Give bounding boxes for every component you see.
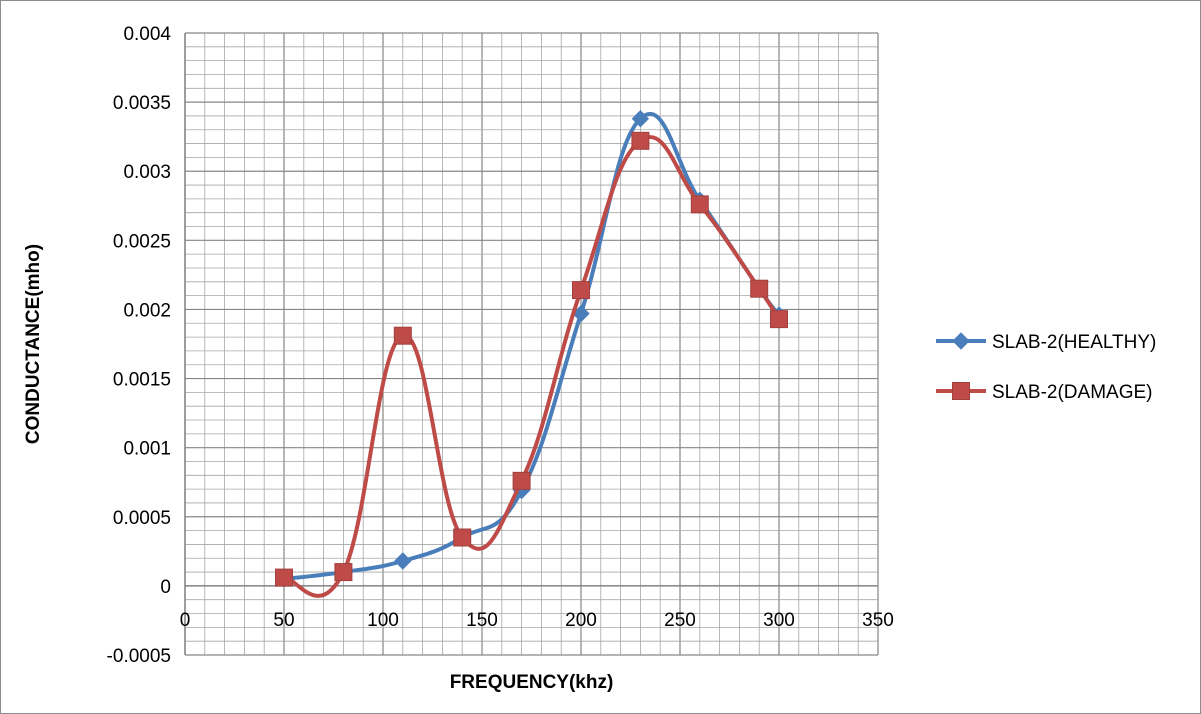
legend-item: SLAB-2(DAMAGE) — [936, 382, 1152, 403]
damage-data-point — [770, 310, 788, 329]
damage-data-point — [690, 195, 709, 214]
series — [275, 109, 788, 598]
legend: SLAB-2(HEALTHY) SLAB-2(DAMAGE) — [936, 332, 1156, 403]
damage-data-point — [750, 279, 769, 298]
axes — [184, 33, 878, 655]
y-tick-label: 0.0025 — [113, 231, 171, 252]
tick-labels: -0.0005 0 0.0005 0.001 0.0015 0.002 0.0025 0.00… — [107, 24, 894, 667]
damage-data-point — [631, 131, 650, 150]
damage-data-point — [572, 281, 590, 300]
x-tick-label: 200 — [565, 610, 597, 631]
y-tick-label: 0.002 — [123, 300, 171, 321]
x-tick-label: 0 — [180, 610, 191, 631]
damage-data-point — [453, 528, 472, 547]
x-tick-label: 150 — [466, 610, 498, 631]
y-tick-label: 0.001 — [123, 439, 171, 460]
damage-data-point — [275, 568, 293, 587]
damage-data-point — [334, 563, 353, 582]
y-tick-label: 0.0005 — [113, 508, 171, 529]
healthy-data-point — [394, 552, 412, 570]
y-tick-label: 0.0015 — [113, 370, 171, 391]
damage-data-point — [393, 326, 412, 345]
legend-marker — [952, 332, 970, 350]
x-tick-label: 250 — [664, 610, 696, 631]
y-tick-label: 0.004 — [123, 24, 171, 45]
y-tick-label: 0 — [160, 577, 171, 598]
series-healthy — [275, 109, 788, 588]
y-tick-label: 0.0035 — [113, 93, 171, 114]
y-tick-label: -0.0005 — [107, 646, 171, 667]
x-tick-label: 50 — [273, 610, 294, 631]
series-damage — [275, 131, 788, 598]
legend-label: SLAB-2(HEALTHY) — [992, 332, 1156, 353]
legend-label: SLAB-2(DAMAGE) — [992, 382, 1152, 403]
y-tick-label: 0.003 — [123, 162, 171, 183]
x-tick-label: 350 — [862, 610, 894, 631]
x-axis-title: FREQUENCY(khz) — [450, 672, 614, 693]
damage-data-point — [512, 471, 531, 490]
x-tick-label: 100 — [367, 610, 399, 631]
legend-marker — [952, 382, 970, 400]
healthy-data-point — [631, 109, 650, 128]
healthy-line — [282, 111, 781, 581]
x-tick-label: 300 — [763, 610, 795, 631]
legend-item: SLAB-2(HEALTHY) — [936, 332, 1156, 353]
grid — [184, 32, 879, 656]
y-axis-title: CONDUCTANCE(mho) — [23, 244, 44, 444]
